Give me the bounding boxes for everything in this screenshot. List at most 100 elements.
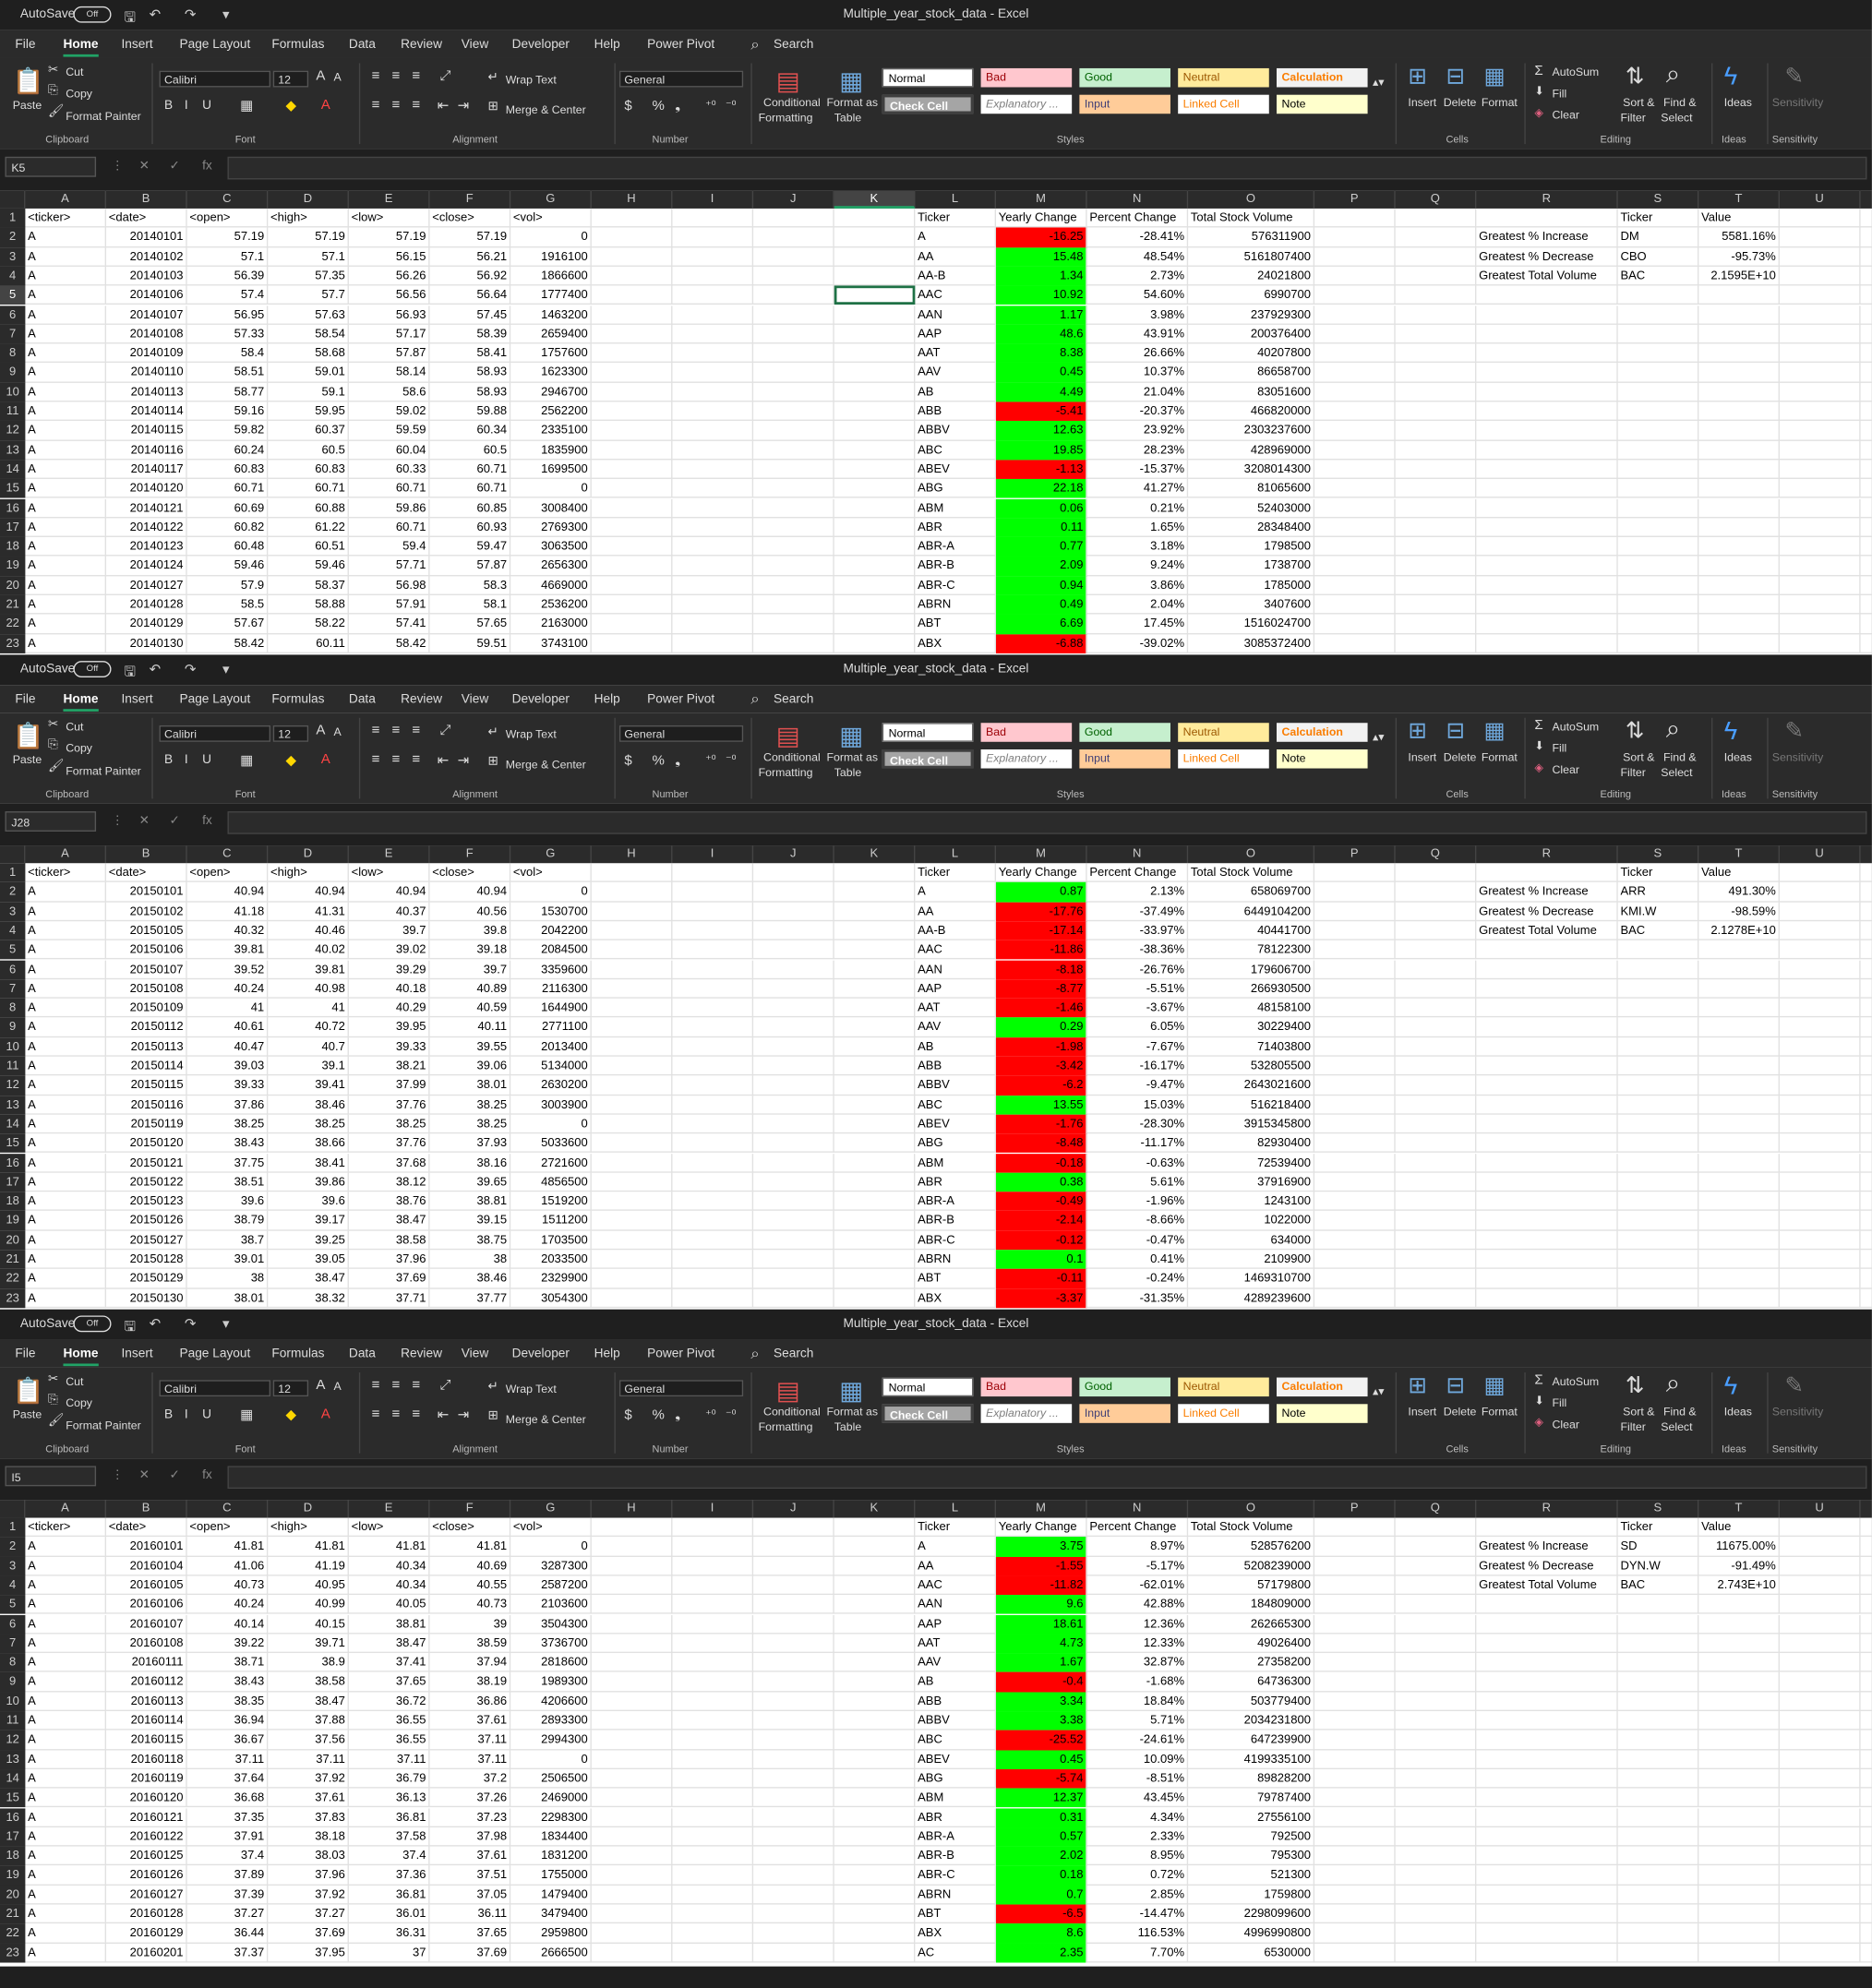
cell[interactable]: 2042200 xyxy=(510,921,592,941)
cell[interactable]: A xyxy=(25,1943,107,1963)
cell[interactable] xyxy=(834,1614,916,1635)
cell[interactable]: ABRN xyxy=(915,1885,997,1905)
cell[interactable] xyxy=(1314,1537,1396,1557)
cell[interactable]: 40207800 xyxy=(1188,343,1315,364)
row-header[interactable]: 15 xyxy=(0,479,26,499)
cell[interactable] xyxy=(1698,1269,1780,1289)
format-cells-button[interactable]: Format xyxy=(1481,96,1518,109)
cell[interactable]: 41 xyxy=(187,998,269,1018)
cell[interactable] xyxy=(1698,940,1780,960)
cell-style-check-cell[interactable]: Check Cell xyxy=(882,748,974,769)
cell[interactable] xyxy=(834,1172,916,1192)
cell[interactable]: 20150107 xyxy=(106,959,187,979)
name-box[interactable]: J28 xyxy=(5,811,97,832)
cell[interactable] xyxy=(1698,1807,1780,1827)
cell[interactable]: 40.72 xyxy=(268,1017,349,1037)
cell[interactable]: 37.11 xyxy=(268,1749,349,1769)
cell[interactable] xyxy=(672,518,754,538)
cell[interactable] xyxy=(592,1692,673,1712)
cell[interactable] xyxy=(1314,863,1396,883)
cell[interactable]: 20140101 xyxy=(106,227,187,247)
cell[interactable] xyxy=(1476,1730,1618,1750)
cell[interactable] xyxy=(1314,1095,1396,1115)
cell[interactable] xyxy=(1698,479,1780,499)
align-top-icon[interactable]: ≡ xyxy=(371,67,380,84)
cell[interactable]: Greatest Total Volume xyxy=(1476,1575,1618,1596)
cell[interactable]: Greatest % Decrease xyxy=(1476,246,1618,267)
cell[interactable]: 20150102 xyxy=(106,902,187,922)
cell[interactable] xyxy=(753,305,834,325)
cell[interactable]: 41.27% xyxy=(1087,479,1189,499)
cell[interactable]: 40.34 xyxy=(349,1575,430,1596)
cell[interactable] xyxy=(1476,1846,1618,1866)
cell[interactable]: 40.94 xyxy=(187,882,269,903)
copy-icon[interactable]: ⎘ xyxy=(48,737,58,752)
cell[interactable] xyxy=(834,1943,916,1963)
cell[interactable] xyxy=(1780,1288,1861,1309)
cell[interactable]: 15.03% xyxy=(1087,1095,1189,1115)
cell[interactable] xyxy=(672,421,754,441)
cell[interactable] xyxy=(1314,1056,1396,1076)
cell[interactable] xyxy=(592,1269,673,1289)
cell[interactable]: AB xyxy=(915,1036,997,1057)
cell[interactable] xyxy=(592,1517,673,1538)
cell[interactable]: 37.65 xyxy=(430,1923,511,1944)
cell[interactable] xyxy=(1780,518,1861,538)
insert-cells-button[interactable]: Insert xyxy=(1408,1405,1437,1419)
cell-style-linked-cell[interactable]: Linked Cell xyxy=(1178,1404,1269,1423)
cell[interactable]: 634000 xyxy=(1188,1230,1315,1251)
cell[interactable]: 38.01 xyxy=(430,1075,511,1096)
cell[interactable] xyxy=(753,978,834,999)
copy-button[interactable]: Copy xyxy=(66,87,92,101)
cell[interactable]: 20140123 xyxy=(106,537,187,557)
align-top-icon[interactable]: ≡ xyxy=(371,1377,380,1393)
select-all-corner[interactable] xyxy=(0,190,26,209)
cell[interactable]: A xyxy=(25,498,107,519)
cell[interactable] xyxy=(1698,1904,1780,1924)
cell[interactable] xyxy=(1396,1250,1477,1270)
cell[interactable]: 0 xyxy=(510,1114,592,1134)
cell[interactable]: 38.76 xyxy=(349,1192,430,1212)
cell[interactable] xyxy=(1698,1172,1780,1192)
cell[interactable]: Total Stock Volume xyxy=(1188,1517,1315,1538)
wrap-text-button[interactable]: Wrap Text xyxy=(505,73,557,87)
cell[interactable]: 6.69 xyxy=(996,614,1087,634)
shrink-font-icon[interactable]: A xyxy=(333,725,342,738)
cell[interactable] xyxy=(592,940,673,960)
cell[interactable] xyxy=(834,614,916,634)
cell[interactable]: 1755000 xyxy=(510,1865,592,1886)
number-format-select[interactable]: General xyxy=(618,725,744,742)
cell[interactable]: 52403000 xyxy=(1188,498,1315,519)
cell[interactable]: 37.92 xyxy=(268,1885,349,1905)
cell[interactable]: 40.59 xyxy=(430,998,511,1018)
cell[interactable] xyxy=(1314,1807,1396,1827)
cell[interactable]: 57179800 xyxy=(1188,1575,1315,1596)
cell[interactable] xyxy=(1780,1846,1861,1866)
paste-icon[interactable]: 📋 xyxy=(12,723,44,751)
cell[interactable]: AAN xyxy=(915,1595,997,1615)
cell[interactable]: 20150119 xyxy=(106,1114,187,1134)
cell[interactable]: 2103600 xyxy=(510,1595,592,1615)
cell[interactable]: -6.5 xyxy=(996,1904,1087,1924)
cell[interactable]: A xyxy=(915,227,997,247)
cell[interactable]: 37.65 xyxy=(349,1672,430,1693)
cell[interactable]: A xyxy=(25,479,107,499)
row-header[interactable]: 20 xyxy=(0,1230,26,1251)
cell[interactable]: 27556100 xyxy=(1188,1807,1315,1827)
cell[interactable] xyxy=(1314,1692,1396,1712)
cell[interactable] xyxy=(753,1114,834,1134)
cell[interactable]: 37.11 xyxy=(349,1749,430,1769)
cell-style-input[interactable]: Input xyxy=(1079,94,1170,114)
cell[interactable]: 1777400 xyxy=(510,285,592,305)
cell[interactable] xyxy=(592,1211,673,1231)
cell[interactable] xyxy=(1314,1517,1396,1538)
cell[interactable] xyxy=(1780,1172,1861,1192)
cell[interactable]: 2469000 xyxy=(510,1788,592,1808)
find-select-button-line2[interactable]: Select xyxy=(1661,111,1693,125)
cell[interactable] xyxy=(1618,1095,1699,1115)
cell[interactable] xyxy=(1314,1653,1396,1673)
enter-icon[interactable]: ✓ xyxy=(169,159,180,174)
cell[interactable] xyxy=(834,266,916,286)
cell[interactable]: 38.7 xyxy=(187,1230,269,1251)
cell[interactable] xyxy=(672,594,754,615)
